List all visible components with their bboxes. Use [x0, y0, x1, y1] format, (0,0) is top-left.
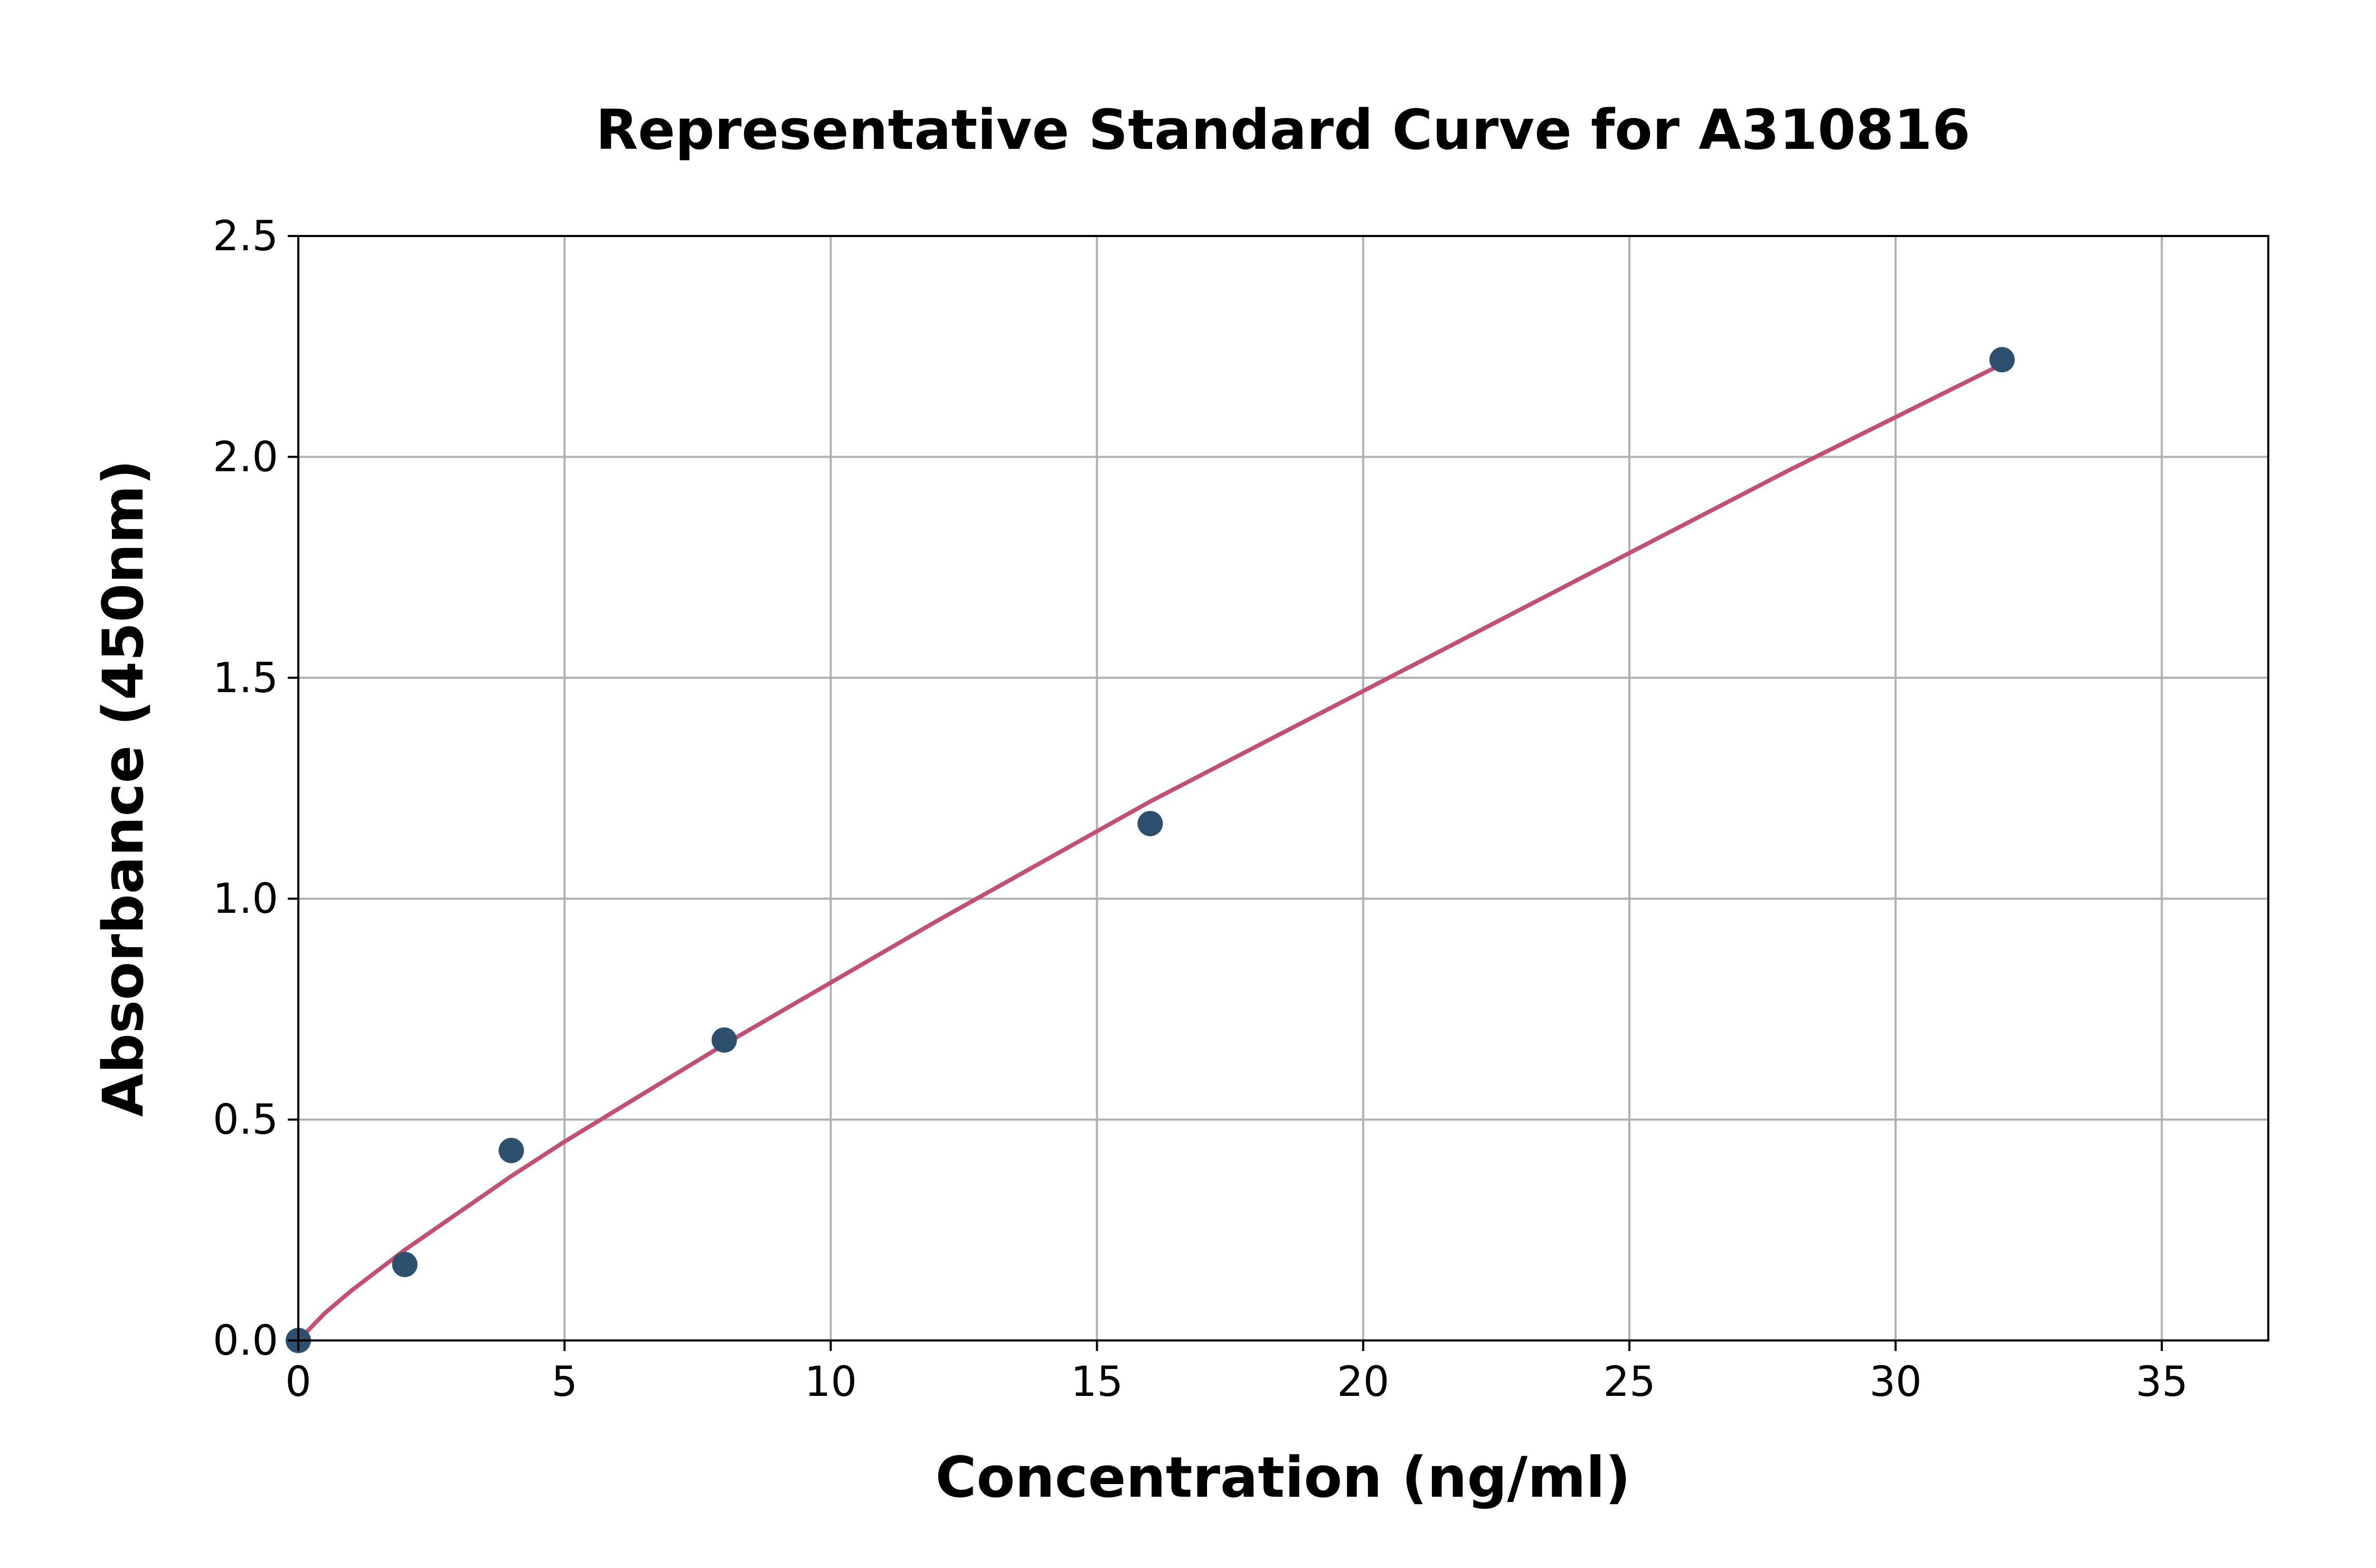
- x-tick-label: 10: [805, 1358, 857, 1406]
- y-tick-label: 2.0: [213, 433, 278, 481]
- x-axis-label: Concentration (ng/ml): [936, 1445, 1631, 1510]
- data-point: [392, 1252, 418, 1278]
- y-tick-label: 1.0: [213, 875, 278, 923]
- plot-frame: [297, 235, 2269, 1342]
- x-tick-label: 0: [285, 1358, 312, 1406]
- x-axis-ticks: 0 5 10 15 20 25 30 35: [285, 1340, 2188, 1406]
- data-points-layer: [286, 347, 2015, 1353]
- y-tick-label: 2.5: [213, 213, 278, 260]
- grid: [297, 235, 2268, 1342]
- data-point: [1137, 810, 1163, 836]
- y-tick-label: 1.5: [213, 655, 278, 702]
- x-tick-label: 35: [2136, 1358, 2188, 1406]
- chart-title: Representative Standard Curve for A31081…: [596, 98, 1970, 162]
- y-tick-label: 0.5: [213, 1097, 278, 1144]
- data-point: [498, 1138, 524, 1164]
- y-axis-ticks: 0.0 0.5 1.0 1.5 2.0 2.5: [213, 213, 298, 1365]
- data-point: [711, 1027, 737, 1053]
- x-tick-label: 5: [551, 1358, 578, 1406]
- fit-curve-layer: [297, 362, 2003, 1342]
- fit-curve-line: [297, 362, 2003, 1342]
- x-tick-label: 25: [1603, 1358, 1655, 1406]
- x-tick-label: 15: [1071, 1358, 1123, 1406]
- y-axis-label: Absorbance (450nm): [91, 460, 156, 1117]
- x-tick-label: 20: [1337, 1358, 1389, 1406]
- x-tick-label: 30: [1870, 1358, 1922, 1406]
- data-point: [1989, 347, 2015, 373]
- y-tick-label: 0.0: [213, 1317, 278, 1365]
